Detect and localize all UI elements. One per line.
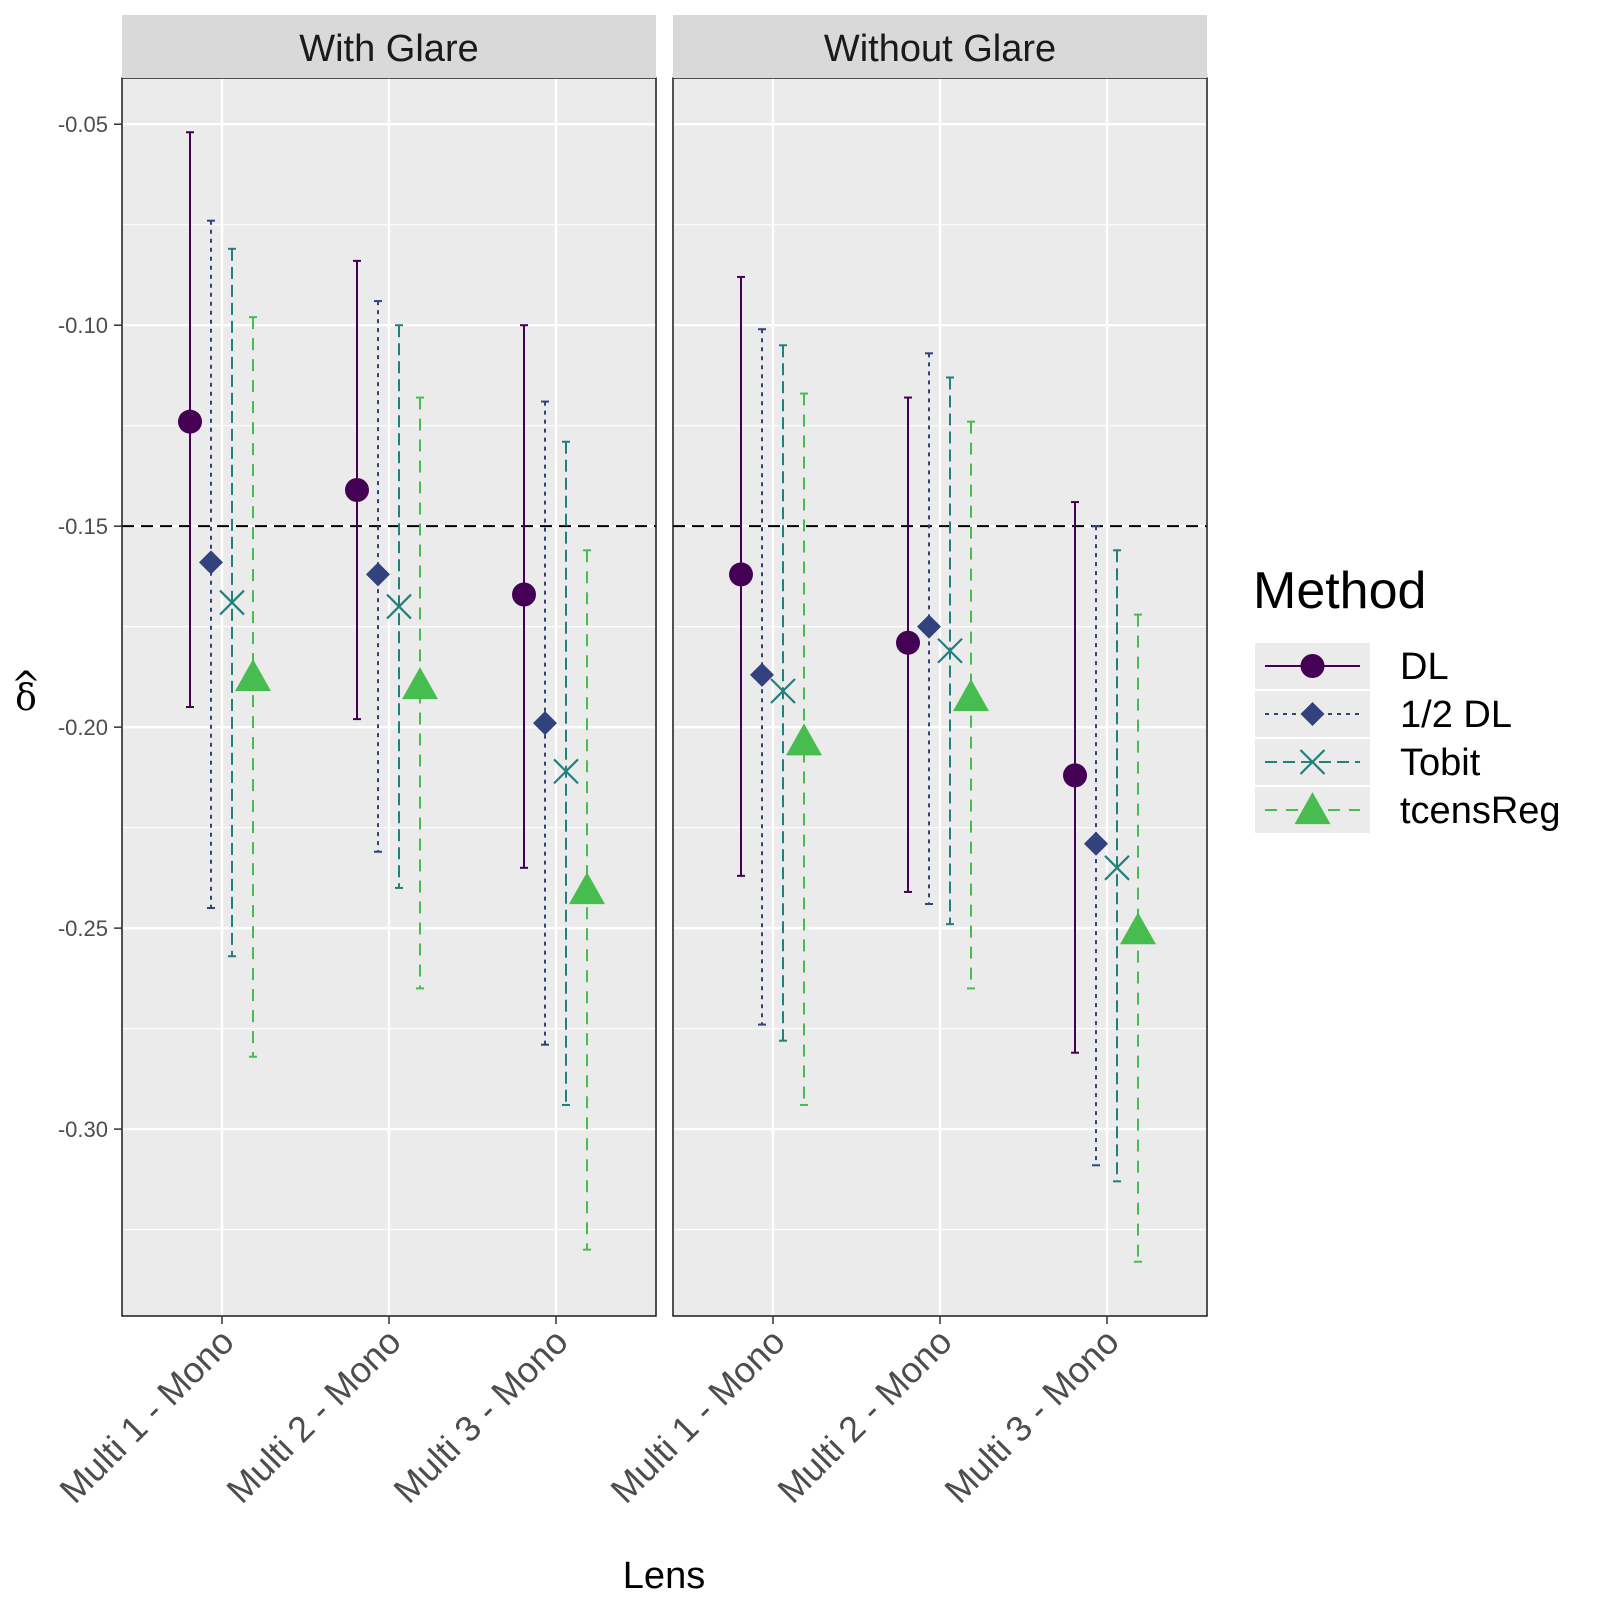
legend-item: Tobit bbox=[1255, 739, 1481, 785]
legend-key-marker bbox=[1300, 654, 1325, 678]
data-point bbox=[937, 637, 963, 664]
data-point bbox=[199, 550, 223, 575]
legend-key-marker bbox=[1299, 749, 1326, 775]
y-tick-label: -0.20 bbox=[58, 715, 108, 740]
data-point bbox=[512, 582, 536, 607]
y-tick-label: -0.15 bbox=[58, 514, 108, 539]
legend-label: 1/2 DL bbox=[1400, 694, 1512, 736]
data-point bbox=[1120, 912, 1156, 945]
y-tick-label: -0.10 bbox=[58, 313, 108, 338]
x-tick-label: Multi 1 - Mono bbox=[51, 1321, 241, 1511]
y-tick-label: -0.25 bbox=[58, 916, 108, 941]
data-point bbox=[345, 477, 369, 502]
data-point bbox=[1104, 855, 1130, 881]
data-point bbox=[235, 659, 271, 692]
data-point bbox=[386, 593, 412, 620]
legend: Method DL 1/2 DL Tobit tcensReg bbox=[1253, 562, 1561, 833]
x-tick-label: Multi 1 - Mono bbox=[602, 1321, 792, 1511]
data-point bbox=[1063, 763, 1087, 788]
legend-title: Method bbox=[1253, 562, 1426, 620]
y-axis-title-accent: ^ bbox=[11, 665, 41, 706]
legend-item: DL bbox=[1255, 643, 1449, 689]
y-tick-label: -0.30 bbox=[58, 1117, 108, 1142]
legend-label: tcensReg bbox=[1400, 790, 1561, 832]
data-point bbox=[953, 679, 989, 712]
data-point bbox=[533, 711, 557, 736]
facet-strip-label: Without Glare bbox=[824, 28, 1056, 70]
x-tick-label: Multi 2 - Mono bbox=[769, 1321, 959, 1511]
legend-item: 1/2 DL bbox=[1255, 691, 1512, 737]
x-tick-label: Multi 2 - Mono bbox=[218, 1321, 408, 1511]
y-axis-title: δ bbox=[15, 678, 37, 719]
legend-item: tcensReg bbox=[1255, 787, 1561, 833]
data-point bbox=[1084, 831, 1108, 856]
data-point bbox=[219, 589, 245, 616]
legend-key-marker bbox=[1294, 792, 1331, 825]
x-tick-label: Multi 3 - Mono bbox=[385, 1321, 575, 1511]
legend-key-marker bbox=[1300, 702, 1325, 726]
facet-strip bbox=[122, 15, 656, 78]
x-axis-title: Lens bbox=[623, 1555, 705, 1597]
data-point bbox=[366, 562, 390, 587]
data-point bbox=[750, 662, 774, 687]
data-point bbox=[917, 614, 941, 639]
data-point bbox=[178, 409, 202, 434]
legend-label: Tobit bbox=[1400, 742, 1481, 784]
facet-strip bbox=[673, 15, 1207, 78]
x-tick-label: Multi 3 - Mono bbox=[936, 1321, 1126, 1511]
data-point bbox=[786, 723, 822, 756]
data-point bbox=[729, 562, 753, 587]
data-point bbox=[553, 758, 579, 785]
data-point bbox=[896, 630, 920, 655]
legend-label: DL bbox=[1400, 646, 1449, 688]
data-point bbox=[402, 667, 438, 700]
facet-strip-label: With Glare bbox=[299, 28, 478, 70]
data-point bbox=[770, 678, 796, 704]
data-point bbox=[569, 872, 605, 905]
y-axis: -0.05 -0.10 -0.15 -0.20 -0.25 -0.30 bbox=[58, 112, 122, 1142]
y-tick-label: -0.05 bbox=[58, 112, 108, 137]
